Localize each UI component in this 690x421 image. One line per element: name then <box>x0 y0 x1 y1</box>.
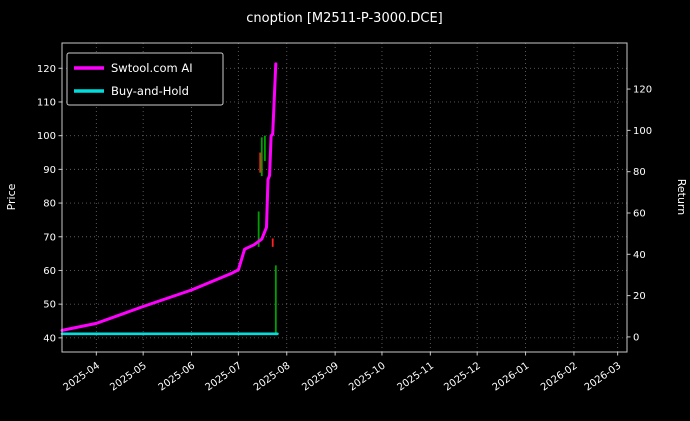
x-tick-label: 2025-10 <box>347 360 388 393</box>
x-tick-label: 2025-11 <box>396 360 437 393</box>
x-tick-label: 2026-01 <box>491 360 532 393</box>
x-tick-label: 2025-06 <box>157 360 198 393</box>
y-tick-label-right: 100 <box>633 126 652 137</box>
y-tick-label-right: 0 <box>633 332 639 343</box>
legend-label-buy-and-hold: Buy-and-Hold <box>111 84 189 98</box>
y-tick-label-right: 20 <box>633 291 646 302</box>
y-tick-label-left: 60 <box>43 266 56 277</box>
plot-border <box>61 42 628 353</box>
x-tick-label: 2025-08 <box>252 360 293 393</box>
x-tick-label: 2025-07 <box>204 360 245 393</box>
y-tick-label-left: 120 <box>37 64 56 75</box>
y-tick-label-right: 60 <box>633 208 646 219</box>
y-tick-label-left: 110 <box>37 97 56 108</box>
legend-box <box>66 52 224 106</box>
y-axis-label-left: Price <box>5 183 18 210</box>
y-axis-label-right: Return <box>675 179 688 216</box>
y-tick-label-left: 70 <box>43 232 56 243</box>
y-tick-label-right: 40 <box>633 250 646 261</box>
chart-title: cnoption [M2511-P-3000.DCE] <box>246 11 443 26</box>
x-tick-label: 2025-04 <box>62 360 103 393</box>
y-tick-label-left: 100 <box>37 131 56 142</box>
y-tick-label-left: 80 <box>43 199 56 210</box>
y-tick-label-right: 120 <box>633 85 652 96</box>
y-tick-label-left: 90 <box>43 165 56 176</box>
y-tick-label-right: 80 <box>633 167 646 178</box>
y-tick-label-left: 40 <box>43 333 56 344</box>
series-line-ai <box>60 62 278 332</box>
x-tick-label: 2025-12 <box>442 360 483 393</box>
legend-label-ai: Swtool.com AI <box>111 61 193 75</box>
x-tick-label: 2025-09 <box>300 360 341 393</box>
x-tick-label: 2026-03 <box>583 360 624 393</box>
x-tick-label: 2026-02 <box>539 360 580 393</box>
x-tick-label: 2025-05 <box>108 360 149 393</box>
y-tick-label-left: 50 <box>43 300 56 311</box>
legend: Swtool.com AI Buy-and-Hold <box>66 52 224 106</box>
